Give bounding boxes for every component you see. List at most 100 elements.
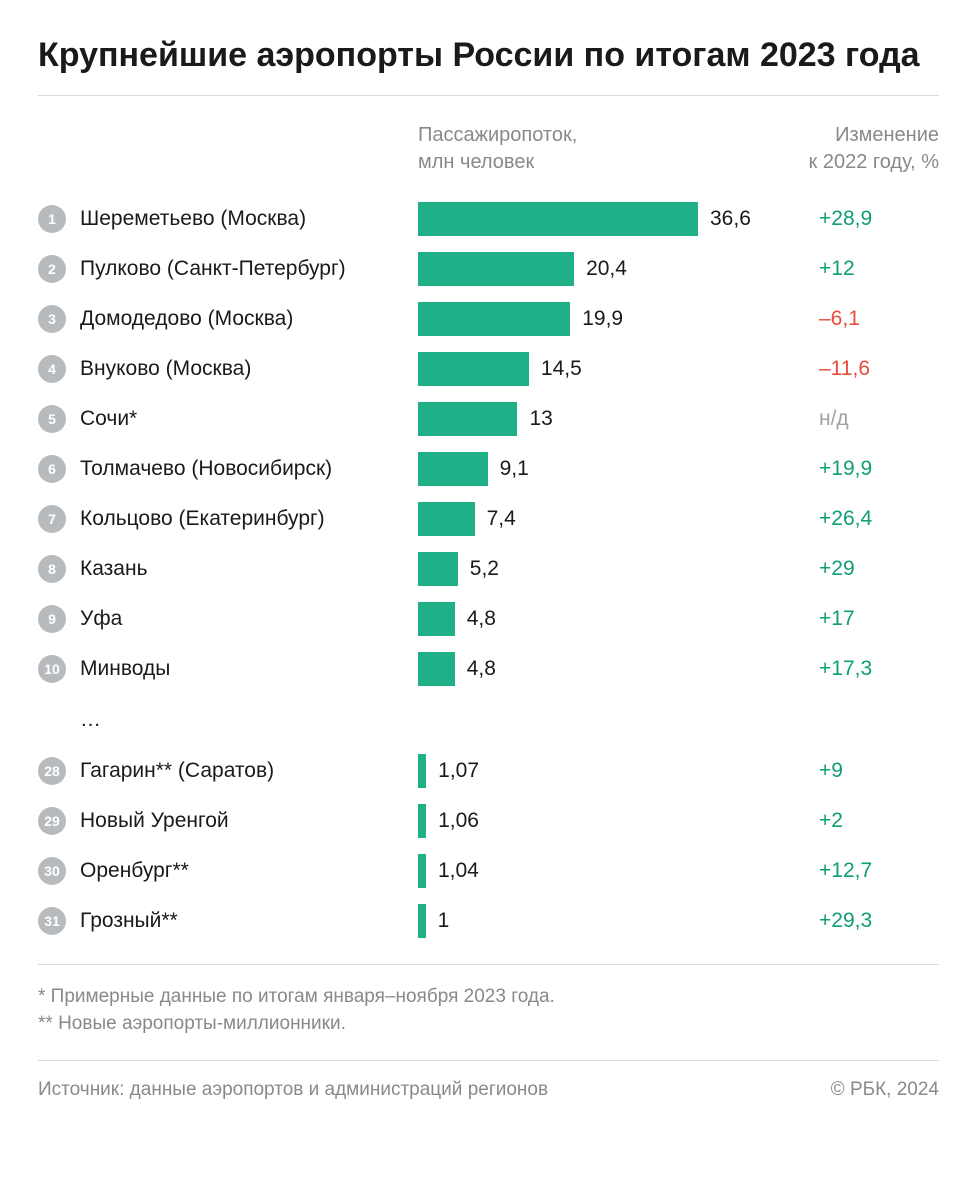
chart-row: 9 Уфа 4,8 +17 bbox=[38, 594, 939, 644]
chart-row: 4 Внуково (Москва) 14,5 –11,6 bbox=[38, 344, 939, 394]
bar-value: 7,4 bbox=[487, 507, 516, 531]
rank-badge: 8 bbox=[38, 555, 66, 583]
change-value: –6,1 bbox=[819, 307, 939, 331]
divider-top bbox=[38, 95, 939, 96]
rank-badge: 31 bbox=[38, 907, 66, 935]
header-change: Изменение к 2022 году, % bbox=[739, 122, 939, 176]
chart-row: 6Толмачево (Новосибирск)9,1+19,9 bbox=[38, 444, 939, 494]
header-traffic: Пассажиропоток, млн человек bbox=[418, 122, 739, 176]
bar bbox=[418, 352, 529, 386]
ellipsis: … bbox=[80, 708, 939, 732]
footnote-line: * Примерные данные по итогам января–нояб… bbox=[38, 983, 939, 1011]
airport-name: Уфа bbox=[80, 607, 418, 631]
rank-badge: 7 bbox=[38, 505, 66, 533]
divider-mid bbox=[38, 964, 939, 965]
change-value: +29 bbox=[819, 557, 939, 581]
footnotes: * Примерные данные по итогам января–нояб… bbox=[38, 983, 939, 1038]
footnote-line: ** Новые аэропорты-миллионники. bbox=[38, 1010, 939, 1038]
airport-name: Кольцово (Екатеринбург) bbox=[80, 507, 418, 531]
bar-wrap: 9,1 bbox=[418, 452, 799, 486]
bar-wrap: 36,6 bbox=[418, 202, 799, 236]
bar-value: 13 bbox=[529, 407, 552, 431]
bar bbox=[418, 402, 517, 436]
chart-row: 30 Оренбург** 1,04 +12,7 bbox=[38, 846, 939, 896]
chart-row: 28 Гагарин** (Саратов) 1,07 +9 bbox=[38, 746, 939, 796]
bar-wrap: 13 bbox=[418, 402, 799, 436]
bar bbox=[418, 652, 455, 686]
rank-badge: 4 bbox=[38, 355, 66, 383]
chart-row: 1 Шереметьево (Москва) 36,6 +28,9 bbox=[38, 194, 939, 244]
bar-value: 14,5 bbox=[541, 357, 582, 381]
airport-name: Шереметьево (Москва) bbox=[80, 207, 418, 231]
bar bbox=[418, 302, 570, 336]
bar-value: 4,8 bbox=[467, 657, 496, 681]
bar bbox=[418, 452, 488, 486]
airport-name: Грозный** bbox=[80, 909, 418, 933]
bar-wrap: 14,5 bbox=[418, 352, 799, 386]
copyright-text: © РБК, 2024 bbox=[831, 1079, 939, 1101]
chart-title: Крупнейшие аэропорты России по итогам 20… bbox=[38, 34, 939, 77]
bar-value: 1,04 bbox=[438, 859, 479, 883]
change-value: +28,9 bbox=[819, 207, 939, 231]
bar-value: 36,6 bbox=[710, 207, 751, 231]
chart-row: 10Минводы4,8+17,3 bbox=[38, 644, 939, 694]
chart-rows: 1Шереметьево (Москва)36,6+28,92Пулково (… bbox=[38, 194, 939, 946]
rank-badge: 2 bbox=[38, 255, 66, 283]
airport-name: Толмачево (Новосибирск) bbox=[80, 457, 418, 481]
change-value: н/д bbox=[819, 407, 939, 431]
change-value: +19,9 bbox=[819, 457, 939, 481]
airport-name: Гагарин** (Саратов) bbox=[80, 759, 418, 783]
chart-row: 3 Домодедово (Москва) 19,9 –6,1 bbox=[38, 294, 939, 344]
chart-row: 29Новый Уренгой1,06+2 bbox=[38, 796, 939, 846]
bar-value: 1 bbox=[438, 909, 450, 933]
bar-wrap: 1,06 bbox=[418, 804, 799, 838]
rank-badge: 29 bbox=[38, 807, 66, 835]
airport-name: Оренбург** bbox=[80, 859, 418, 883]
airport-name: Домодедово (Москва) bbox=[80, 307, 418, 331]
change-value: +17,3 bbox=[819, 657, 939, 681]
airport-name: Казань bbox=[80, 557, 418, 581]
bar-wrap: 20,4 bbox=[418, 252, 799, 286]
change-value: –11,6 bbox=[819, 357, 939, 381]
change-value: +29,3 bbox=[819, 909, 939, 933]
rank-badge: 3 bbox=[38, 305, 66, 333]
change-value: +17 bbox=[819, 607, 939, 631]
bar bbox=[418, 854, 426, 888]
bar-wrap: 5,2 bbox=[418, 552, 799, 586]
bar bbox=[418, 804, 426, 838]
bar-wrap: 1,04 bbox=[418, 854, 799, 888]
rank-badge: 1 bbox=[38, 205, 66, 233]
bar-value: 1,07 bbox=[438, 759, 479, 783]
bar-wrap: 4,8 bbox=[418, 652, 799, 686]
change-value: +2 bbox=[819, 809, 939, 833]
change-value: +9 bbox=[819, 759, 939, 783]
change-value: +12,7 bbox=[819, 859, 939, 883]
bar-value: 5,2 bbox=[470, 557, 499, 581]
bar-value: 1,06 bbox=[438, 809, 479, 833]
airport-name: Внуково (Москва) bbox=[80, 357, 418, 381]
change-value: +26,4 bbox=[819, 507, 939, 531]
footer: Источник: данные аэропортов и администра… bbox=[38, 1079, 939, 1101]
rank-badge: 9 bbox=[38, 605, 66, 633]
change-value: +12 bbox=[819, 257, 939, 281]
bar bbox=[418, 552, 458, 586]
chart-row: 5 Сочи* 13 н/д bbox=[38, 394, 939, 444]
bar-wrap: 1,07 bbox=[418, 754, 799, 788]
bar-value: 20,4 bbox=[586, 257, 627, 281]
rank-badge: 5 bbox=[38, 405, 66, 433]
bar bbox=[418, 904, 426, 938]
column-headers: Пассажиропоток, млн человек Изменение к … bbox=[38, 122, 939, 176]
bar bbox=[418, 202, 698, 236]
rank-badge: 30 bbox=[38, 857, 66, 885]
bar bbox=[418, 754, 426, 788]
chart-row: 8 Казань 5,2 +29 bbox=[38, 544, 939, 594]
bar-wrap: 19,9 bbox=[418, 302, 799, 336]
rank-badge: 10 bbox=[38, 655, 66, 683]
bar-value: 19,9 bbox=[582, 307, 623, 331]
airport-name: Сочи* bbox=[80, 407, 418, 431]
bar-value: 9,1 bbox=[500, 457, 529, 481]
bar-value: 4,8 bbox=[467, 607, 496, 631]
bar bbox=[418, 602, 455, 636]
rank-badge: 28 bbox=[38, 757, 66, 785]
chart-row: 2Пулково (Санкт-Петербург)20,4+12 bbox=[38, 244, 939, 294]
